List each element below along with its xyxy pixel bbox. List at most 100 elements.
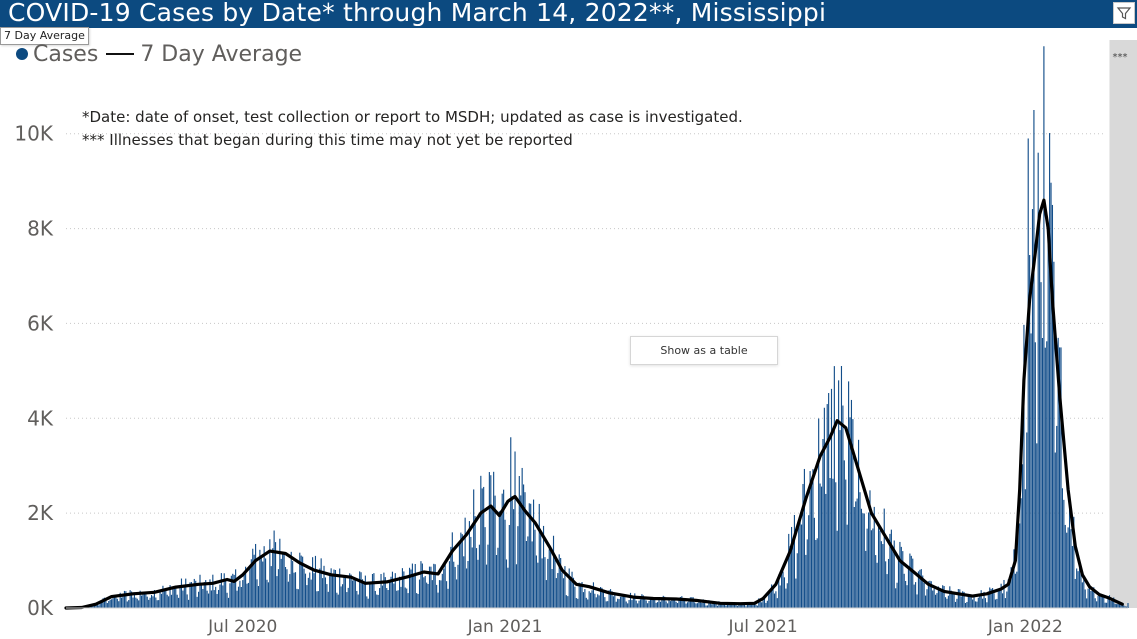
cases-bar[interactable] bbox=[490, 475, 492, 608]
cases-bar[interactable] bbox=[538, 503, 540, 608]
cases-bar[interactable] bbox=[692, 597, 694, 608]
cases-bar[interactable] bbox=[1043, 46, 1045, 608]
cases-bar[interactable] bbox=[755, 604, 757, 608]
cases-bar[interactable] bbox=[562, 578, 565, 608]
cases-bar[interactable] bbox=[927, 581, 929, 608]
cases-bar[interactable] bbox=[541, 558, 543, 608]
cases-bar[interactable] bbox=[1084, 589, 1086, 608]
cases-bar[interactable] bbox=[805, 554, 807, 608]
cases-bar[interactable] bbox=[992, 588, 994, 608]
cases-bar[interactable] bbox=[902, 551, 904, 608]
cases-bar[interactable] bbox=[736, 605, 738, 608]
cases-bar[interactable] bbox=[370, 584, 372, 608]
cases-bar[interactable] bbox=[531, 541, 533, 608]
cases-bar[interactable] bbox=[819, 483, 821, 608]
cases-bar[interactable] bbox=[1107, 596, 1109, 608]
cases-bar[interactable] bbox=[625, 601, 627, 608]
cases-bar[interactable] bbox=[322, 578, 324, 608]
cases-bar[interactable] bbox=[639, 599, 642, 608]
cases-bar[interactable] bbox=[507, 567, 509, 608]
cases-bar[interactable] bbox=[200, 583, 202, 608]
cases-bar[interactable] bbox=[1127, 603, 1129, 608]
cases-bar[interactable] bbox=[1006, 591, 1008, 608]
cases-bar[interactable] bbox=[128, 600, 130, 608]
cases-bar[interactable] bbox=[882, 544, 884, 608]
cases-bar[interactable] bbox=[886, 574, 888, 608]
cases-bar[interactable] bbox=[870, 530, 872, 608]
cases-bar[interactable] bbox=[148, 599, 150, 608]
cases-bar[interactable] bbox=[762, 599, 764, 608]
cases-bar[interactable] bbox=[521, 467, 523, 608]
cases-bar[interactable] bbox=[933, 588, 935, 608]
cases-bar[interactable] bbox=[726, 605, 728, 608]
cases-bar[interactable] bbox=[728, 603, 730, 608]
cases-bar[interactable] bbox=[833, 366, 835, 608]
cases-bar[interactable] bbox=[513, 509, 515, 608]
cases-bar[interactable] bbox=[987, 591, 989, 608]
cases-bar[interactable] bbox=[478, 544, 480, 608]
cases-bar[interactable] bbox=[1116, 604, 1118, 608]
cases-bar[interactable] bbox=[364, 575, 366, 608]
cases-bar[interactable] bbox=[437, 592, 439, 608]
cases-bar[interactable] bbox=[206, 590, 208, 608]
cases-bar[interactable] bbox=[140, 595, 143, 608]
cases-bar[interactable] bbox=[880, 541, 882, 608]
cases-bar[interactable] bbox=[668, 598, 670, 608]
cases-bar[interactable] bbox=[170, 594, 173, 608]
cases-bar[interactable] bbox=[932, 590, 934, 608]
cases-bar[interactable] bbox=[239, 580, 241, 608]
cases-bar[interactable] bbox=[1049, 133, 1051, 608]
cases-bar[interactable] bbox=[246, 583, 248, 608]
cases-bar[interactable] bbox=[1000, 583, 1002, 608]
cases-bar[interactable] bbox=[999, 590, 1001, 608]
show-as-table-button[interactable]: Show as a table bbox=[630, 336, 778, 365]
cases-bar[interactable] bbox=[796, 553, 798, 608]
cases-bar[interactable] bbox=[1030, 333, 1032, 608]
cases-bar[interactable] bbox=[786, 583, 788, 608]
cases-bar[interactable] bbox=[609, 589, 612, 608]
cases-bar[interactable] bbox=[468, 521, 470, 608]
cases-bar[interactable] bbox=[725, 605, 727, 608]
cases-bar[interactable] bbox=[810, 479, 813, 608]
cases-bar[interactable] bbox=[664, 596, 666, 608]
cases-bar[interactable] bbox=[454, 566, 456, 608]
cases-bar[interactable] bbox=[96, 605, 98, 608]
cases-bar[interactable] bbox=[142, 594, 144, 608]
cases-bar[interactable] bbox=[112, 597, 114, 608]
cases-bar[interactable] bbox=[923, 583, 925, 608]
cases-bar[interactable] bbox=[860, 508, 862, 608]
cases-bar[interactable] bbox=[337, 594, 339, 608]
cases-bar[interactable] bbox=[467, 561, 469, 608]
cases-bar[interactable] bbox=[1103, 597, 1105, 608]
cases-bar[interactable] bbox=[783, 577, 786, 608]
cases-bar[interactable] bbox=[756, 605, 758, 608]
cases-bar[interactable] bbox=[1104, 602, 1106, 608]
cases-bar[interactable] bbox=[759, 601, 761, 608]
cases-bar[interactable] bbox=[705, 605, 707, 608]
cases-bar[interactable] bbox=[394, 573, 396, 608]
cases-bar[interactable] bbox=[515, 564, 518, 608]
cases-bar[interactable] bbox=[1064, 524, 1066, 608]
cases-bar[interactable] bbox=[267, 582, 269, 608]
cases-bar[interactable] bbox=[544, 557, 546, 608]
cases-bar[interactable] bbox=[349, 573, 351, 608]
cases-bar[interactable] bbox=[599, 587, 602, 608]
cases-bar[interactable] bbox=[607, 601, 609, 608]
cases-bar[interactable] bbox=[517, 526, 519, 608]
cases-bar[interactable] bbox=[1046, 341, 1048, 608]
cases-bar[interactable] bbox=[116, 598, 118, 608]
cases-bar[interactable] bbox=[326, 584, 328, 608]
cases-bar[interactable] bbox=[778, 574, 780, 608]
cases-bar[interactable] bbox=[233, 574, 235, 608]
cases-bar[interactable] bbox=[685, 603, 687, 608]
cases-bar[interactable] bbox=[396, 590, 398, 608]
cases-bar[interactable] bbox=[828, 393, 830, 608]
cases-bar[interactable] bbox=[500, 510, 502, 609]
cases-bar[interactable] bbox=[237, 586, 240, 608]
cases-bar[interactable] bbox=[95, 604, 97, 608]
cases-bar[interactable] bbox=[916, 594, 918, 608]
cases-bar[interactable] bbox=[299, 552, 301, 608]
cases-bar[interactable] bbox=[694, 602, 696, 608]
cases-bar[interactable] bbox=[604, 597, 606, 608]
cases-bar[interactable] bbox=[1100, 593, 1102, 608]
